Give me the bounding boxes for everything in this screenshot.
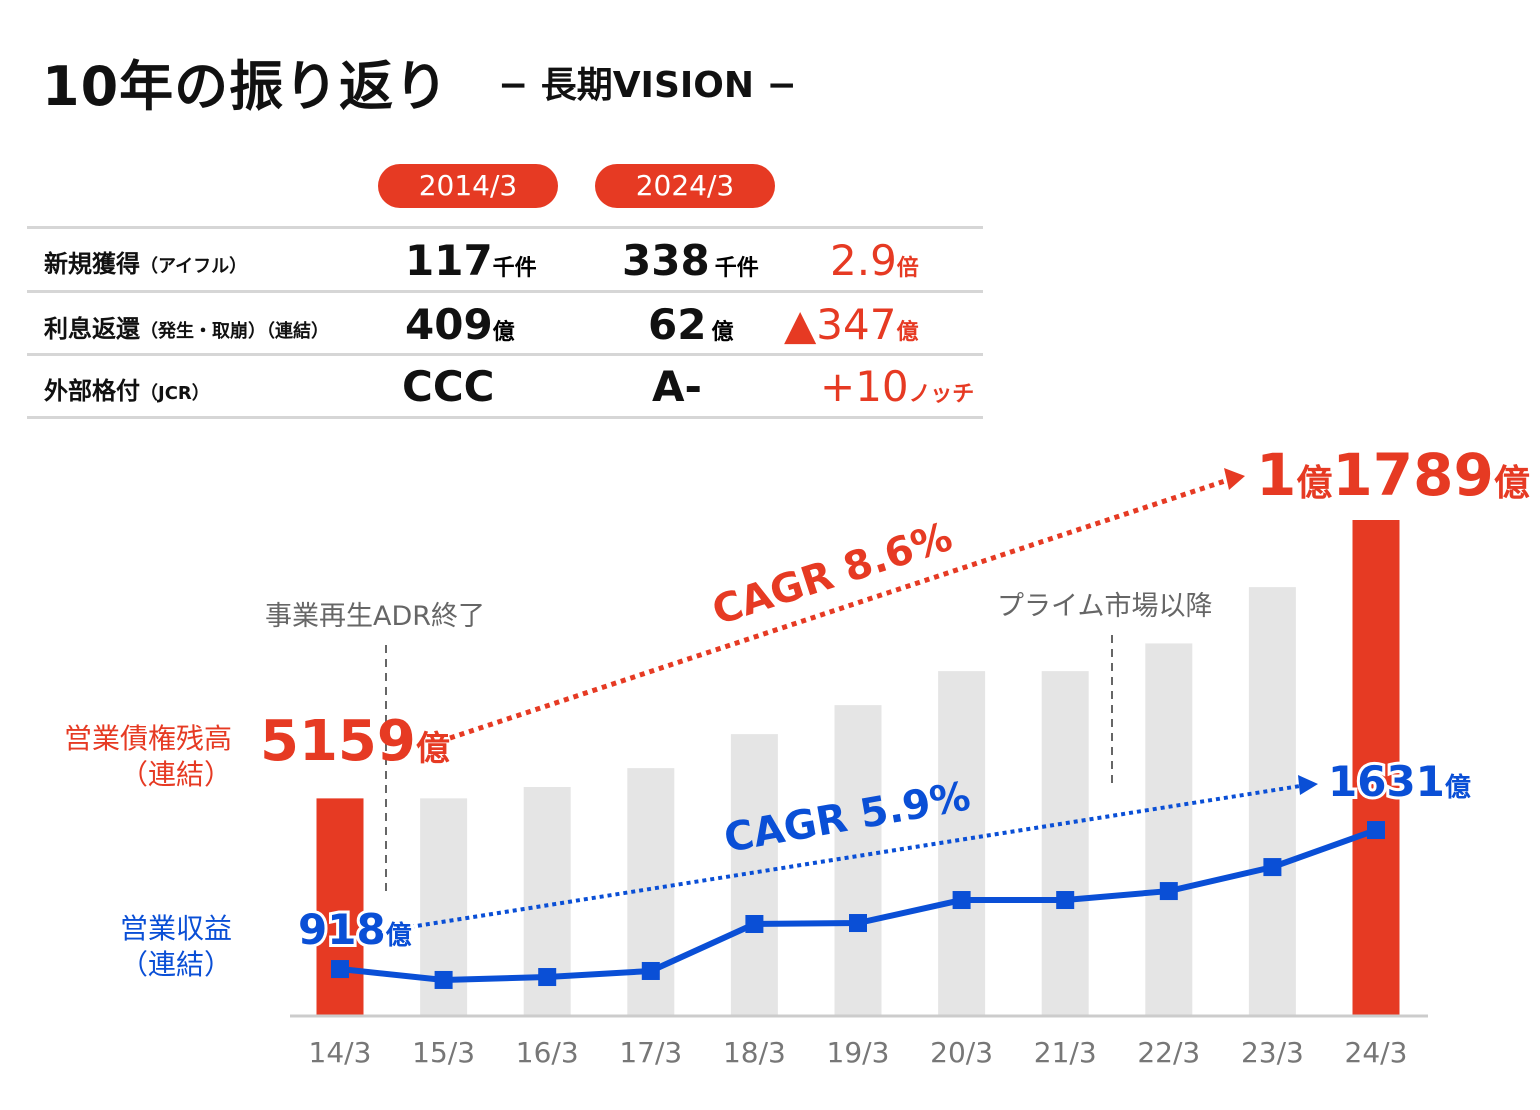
page-title: 10年の振り返り [42,55,450,118]
arrowhead-icon [1298,775,1318,795]
annotation-prime: プライム市場以降 [997,591,1212,622]
bar-22/3 [1145,643,1193,1015]
x-tick-label: 24/3 [1345,1036,1408,1069]
x-tick-label: 20/3 [930,1036,993,1069]
line-point-20/3 [952,891,971,910]
line-point-24/3 [1367,821,1385,840]
cagr-arrow-bar [449,477,1229,741]
row-label-credit-rating: 外部格付（JCR） [44,377,210,405]
divider [27,353,983,356]
line-end-value: 1631億 [1328,757,1471,806]
bar-series-name-sub: （連結） [120,758,232,791]
value-2014: CCC [402,362,495,411]
line-point-22/3 [1159,882,1178,901]
bar-24/3 [1352,520,1400,1015]
divider [27,226,983,229]
arrowhead-icon [1224,468,1245,490]
line-point-15/3 [434,970,453,989]
value-2014: 117千件 [405,236,537,285]
value-2024: 338 千件 [622,236,759,285]
line-point-23/3 [1263,858,1282,877]
x-tick-label: 19/3 [827,1036,890,1069]
annotation-adr: 事業再生ADR終了 [265,601,485,632]
value-change: 2.9倍 [830,236,919,285]
column-header-2014: 2014/3 [378,164,558,208]
cagr-bar-label: CAGR 8.6% [707,514,958,635]
x-tick-label: 23/3 [1241,1036,1304,1069]
x-tick-label: 15/3 [412,1036,475,1069]
bar-start-value: 5159億 [260,709,450,774]
x-tick-label: 18/3 [723,1036,786,1069]
line-point-14/3 [331,960,349,979]
line-series-name: 営業収益 [120,912,232,945]
line-series-name-sub: （連結） [120,948,232,981]
bar-21/3 [1041,671,1089,1015]
bar-19/3 [834,705,882,1015]
cagr-arrow-line [409,784,1301,929]
value-change: ▲347億 [784,300,919,349]
bar-18/3 [730,734,778,1015]
value-2024: A- [652,362,702,411]
line-point-18/3 [745,915,764,934]
x-tick-label: 14/3 [309,1036,372,1069]
value-2014: 409億 [405,300,515,349]
column-header-2024: 2024/3 [595,164,775,208]
x-tick-label: 21/3 [1034,1036,1097,1069]
value-change: +10ノッチ [820,362,975,411]
row-label-interest-refund: 利息返還（発生・取崩）（連結） [44,315,329,343]
bar-end-value: 1億1789億 [1256,441,1530,509]
value-2024: 62 億 [648,300,734,349]
x-tick-label: 22/3 [1137,1036,1200,1069]
row-label-new-acquisitions: 新規獲得（アイフル） [44,250,248,278]
divider [27,290,983,293]
line-point-21/3 [1056,891,1075,910]
bar-23/3 [1248,587,1296,1015]
line-point-19/3 [849,914,867,933]
line-start-value: 918億 [298,905,412,954]
line-point-16/3 [538,968,557,987]
bar-series-name: 営業債権残高 [64,722,232,755]
line-point-17/3 [641,961,660,980]
bar-20/3 [938,671,986,1015]
x-tick-label: 17/3 [619,1036,682,1069]
page-subtitle: − 長期VISION − [498,65,797,106]
divider [27,416,983,419]
bar-14/3 [316,798,364,1015]
x-tick-label: 16/3 [516,1036,579,1069]
